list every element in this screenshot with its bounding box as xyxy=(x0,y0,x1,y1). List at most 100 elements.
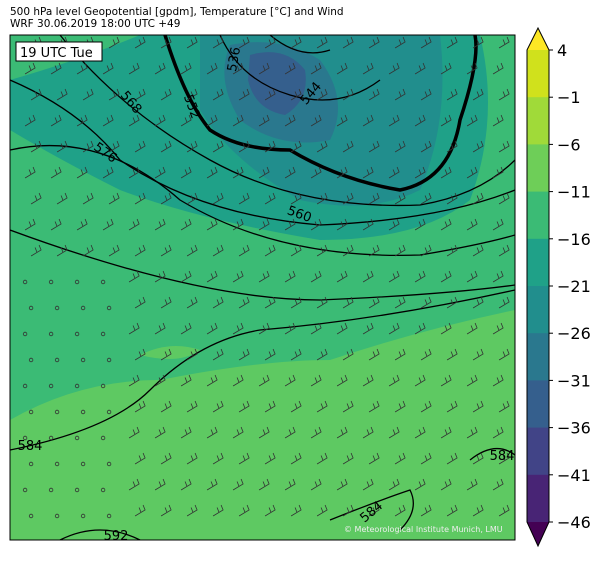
wind-barb xyxy=(472,140,484,153)
wind-barb xyxy=(82,140,94,153)
map: 19 UTC Tue © Meteorological Institute Mu… xyxy=(10,35,515,540)
wind-barb xyxy=(30,88,42,101)
wind-barb xyxy=(466,478,478,491)
wind-barb xyxy=(414,270,426,283)
wind-barb xyxy=(316,192,328,205)
wind-barb xyxy=(290,452,302,465)
wind-barb xyxy=(238,192,250,205)
calm-marker xyxy=(22,331,28,337)
wind-barb xyxy=(316,504,328,517)
wind-barb xyxy=(232,62,244,75)
wind-barb xyxy=(316,140,328,153)
wind-barb xyxy=(154,62,166,75)
calm-marker xyxy=(48,383,54,389)
wind-barb xyxy=(160,348,172,361)
colorbar-band xyxy=(527,50,549,98)
wind-barb xyxy=(414,166,426,179)
calm-marker xyxy=(54,461,60,467)
wind-barb xyxy=(160,400,172,413)
contour-label: 584 xyxy=(490,449,515,464)
wind-barb xyxy=(134,400,146,413)
wind-barb xyxy=(446,348,458,361)
wind-barb xyxy=(134,36,146,49)
wind-barb xyxy=(362,478,374,491)
calm-marker xyxy=(48,487,54,493)
wind-barb xyxy=(362,218,374,231)
wind-barb xyxy=(440,426,452,439)
wind-barb xyxy=(24,114,36,127)
wind-barb xyxy=(206,478,218,491)
colorbar-band xyxy=(527,286,549,334)
calm-marker xyxy=(100,487,106,493)
calm-marker xyxy=(106,513,112,519)
wind-barb xyxy=(102,218,114,231)
wind-barb xyxy=(128,426,140,439)
wind-barb xyxy=(264,36,276,49)
wind-barb xyxy=(498,504,510,517)
wind-barb xyxy=(264,400,276,413)
wind-barb xyxy=(440,374,452,387)
colorbar-band xyxy=(527,474,549,523)
colorbar-tick-label: −31 xyxy=(557,371,591,390)
wind-barb xyxy=(466,114,478,127)
wind-barb xyxy=(388,114,400,127)
wind-barb xyxy=(472,348,484,361)
wind-barb xyxy=(446,296,458,309)
wind-barb xyxy=(446,400,458,413)
wind-barb xyxy=(186,504,198,517)
wind-barb xyxy=(186,88,198,101)
colorbar-band xyxy=(527,380,549,429)
colorbar-tick-label: −16 xyxy=(557,230,591,249)
colorbar-tick-label: −46 xyxy=(557,513,591,532)
credit: © Meteorological Institute Munich, LMU xyxy=(344,525,503,534)
wind-barb xyxy=(290,504,302,517)
wind-barb xyxy=(310,62,322,75)
wind-barb xyxy=(50,114,62,127)
wind-barb xyxy=(186,192,198,205)
wind-barb xyxy=(56,88,68,101)
wind-barb xyxy=(30,140,42,153)
wind-barb xyxy=(342,140,354,153)
calm-marker xyxy=(74,487,80,493)
wind-barb xyxy=(492,374,504,387)
colorbar-tick-label: −21 xyxy=(557,277,591,296)
wind-barb xyxy=(128,114,140,127)
wind-barb xyxy=(368,88,380,101)
calm-marker xyxy=(100,435,106,441)
calm-marker xyxy=(100,383,106,389)
wind-barb xyxy=(394,88,406,101)
contour-label: 584 xyxy=(18,439,43,454)
wind-barb xyxy=(316,244,328,257)
wind-barb xyxy=(128,270,140,283)
wind-barb xyxy=(160,192,172,205)
wind-barb xyxy=(30,244,42,257)
wind-barb xyxy=(212,192,224,205)
wind-barb xyxy=(472,244,484,257)
wind-barb xyxy=(128,62,140,75)
calm-marker xyxy=(74,331,80,337)
wind-barb xyxy=(232,374,244,387)
wind-barb xyxy=(336,62,348,75)
colorbar-band xyxy=(527,427,549,476)
colorbar-tick-label: −6 xyxy=(557,135,581,154)
wind-barb xyxy=(362,166,374,179)
wind-barb xyxy=(316,400,328,413)
wind-barb xyxy=(388,374,400,387)
wind-barb xyxy=(368,296,380,309)
wind-barb xyxy=(264,140,276,153)
wind-barb xyxy=(420,88,432,101)
wind-barb xyxy=(290,348,302,361)
calm-marker xyxy=(54,357,60,363)
wind-barb xyxy=(316,452,328,465)
wind-barb xyxy=(56,140,68,153)
wind-barb xyxy=(394,244,406,257)
wind-barb xyxy=(24,62,36,75)
wind-barb xyxy=(232,114,244,127)
wind-barb xyxy=(310,374,322,387)
wind-barb xyxy=(258,218,270,231)
wind-barb xyxy=(30,192,42,205)
wind-barb xyxy=(264,452,276,465)
wind-barb xyxy=(368,140,380,153)
wind-barb xyxy=(82,244,94,257)
wind-barb xyxy=(238,400,250,413)
